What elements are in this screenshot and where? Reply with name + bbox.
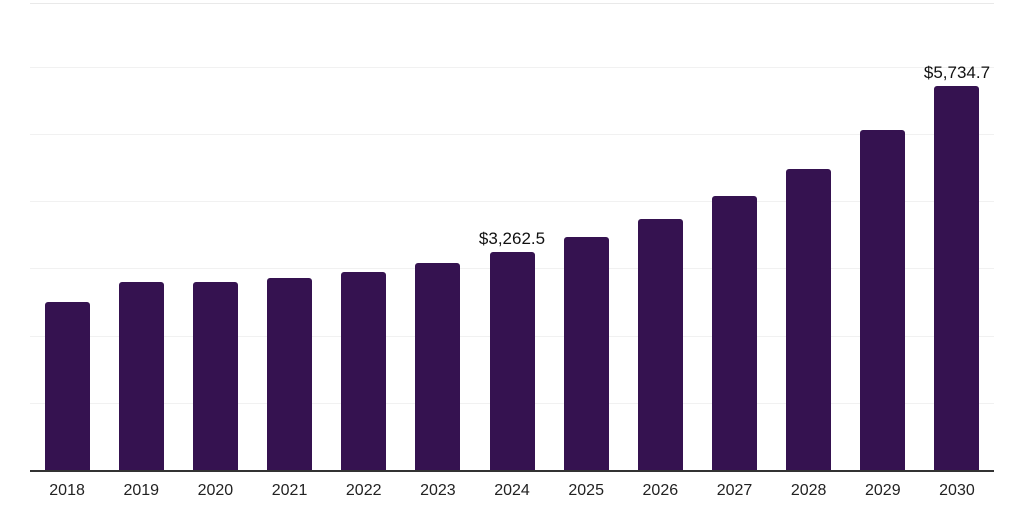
bar-2019 bbox=[118, 281, 164, 471]
x-axis-label-2024: 2024 bbox=[494, 482, 530, 499]
bar-2023 bbox=[415, 263, 461, 471]
plot-area: $3,262.5 $5,734.7 bbox=[30, 3, 994, 471]
gridline-5000 bbox=[30, 134, 994, 136]
bar-slot-2021 bbox=[252, 4, 326, 471]
x-axis-label-2029: 2029 bbox=[865, 482, 901, 499]
bar-slot-2020 bbox=[178, 4, 252, 471]
bar-2028 bbox=[786, 168, 832, 471]
x-axis-labels: 2018 2019 2020 2021 2022 2023 2024 2025 2026 2027… bbox=[30, 483, 994, 499]
data-label-2024: $3,262.5 bbox=[478, 228, 546, 248]
bar-slot-2025 bbox=[549, 4, 623, 471]
data-label-2030: $5,734.7 bbox=[923, 62, 991, 82]
bar-slot-2026 bbox=[623, 4, 697, 471]
gridline-6000 bbox=[30, 66, 994, 68]
x-axis-label-2021: 2021 bbox=[271, 482, 308, 499]
bar-slot-2019 bbox=[104, 4, 178, 471]
bar-slot-2030: $5,734.7 bbox=[920, 4, 994, 471]
bar-2020 bbox=[192, 282, 238, 471]
x-axis-label-2028: 2028 bbox=[790, 482, 827, 499]
x-axis-label-2026: 2026 bbox=[642, 482, 679, 499]
bar-2027 bbox=[711, 195, 757, 471]
bar-slot-2018 bbox=[30, 4, 104, 471]
gridline-4000 bbox=[30, 201, 994, 203]
x-axis-label-2018: 2018 bbox=[49, 482, 85, 499]
x-axis-label-2023: 2023 bbox=[420, 482, 456, 499]
bar-slot-2024: $3,262.5 bbox=[475, 4, 549, 471]
x-axis-label-2022: 2022 bbox=[345, 482, 382, 499]
bar-2025 bbox=[563, 236, 609, 471]
bar-2030 bbox=[934, 85, 980, 471]
bar-slot-2029 bbox=[846, 4, 920, 471]
x-axis-label-2019: 2019 bbox=[123, 482, 160, 499]
bar-2026 bbox=[637, 219, 683, 471]
x-axis-label-2025: 2025 bbox=[568, 482, 604, 499]
x-axis-label-2027: 2027 bbox=[716, 482, 753, 499]
bar-2018 bbox=[44, 302, 90, 471]
bar-2029 bbox=[860, 129, 906, 471]
bar-2024 bbox=[489, 251, 535, 471]
bar-2022 bbox=[341, 272, 387, 471]
bars-container: $3,262.5 $5,734.7 bbox=[30, 4, 994, 471]
x-axis-label-2030: 2030 bbox=[939, 482, 975, 499]
bar-2021 bbox=[267, 278, 313, 471]
bar-slot-2028 bbox=[772, 4, 846, 471]
bar-slot-2027 bbox=[697, 4, 771, 471]
bar-slot-2022 bbox=[327, 4, 401, 471]
x-axis-line bbox=[30, 470, 994, 472]
bar-slot-2023 bbox=[401, 4, 475, 471]
x-axis-label-2020: 2020 bbox=[197, 482, 234, 499]
